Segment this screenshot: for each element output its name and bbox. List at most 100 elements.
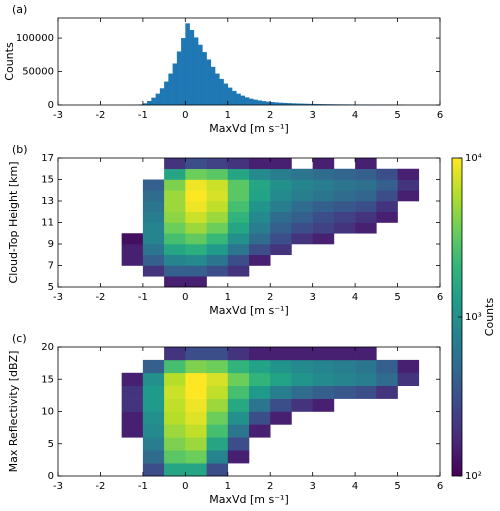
heatmap-cell <box>142 254 165 266</box>
heatmap-cell <box>397 168 420 180</box>
hist-bar <box>244 97 250 105</box>
heatmap-cell <box>291 359 313 374</box>
x-tick-label: 4 <box>352 292 358 303</box>
heatmap-cell <box>227 359 250 374</box>
heatmap-cell <box>333 385 356 399</box>
heatmap-cell <box>164 463 186 477</box>
y-tick-label: 7 <box>48 261 54 272</box>
hist-bar <box>299 103 305 105</box>
x-tick-label: 3 <box>309 292 315 303</box>
heatmap-cell <box>206 244 229 256</box>
heatmap-cell <box>206 201 229 213</box>
hist-bar <box>270 102 275 105</box>
heatmap-cell <box>142 424 165 438</box>
heatmap-cell <box>142 372 165 386</box>
heatmap-cell <box>270 385 292 399</box>
heatmap-cell <box>291 211 313 223</box>
heatmap-cell <box>291 372 313 386</box>
heatmap-cell <box>312 168 335 180</box>
heatmap-cell <box>312 179 335 191</box>
heatmap-cell <box>206 372 229 386</box>
hist-bar <box>312 103 318 105</box>
x-tick-label: 3 <box>309 481 315 492</box>
heatmap-cell <box>164 372 186 386</box>
x-tick-label: 1 <box>225 292 231 303</box>
heatmap-cell <box>376 359 398 374</box>
heatmap-cell <box>206 385 229 399</box>
heatmap-cell <box>185 222 207 234</box>
x-axis-label: MaxVd [m s⁻¹] <box>209 493 289 506</box>
heatmap-cell <box>291 398 313 412</box>
heatmap-cell <box>227 450 250 464</box>
heatmap-cell <box>376 179 398 191</box>
y-tick-label: 50000 <box>22 67 54 78</box>
heatmap-cell <box>376 168 398 180</box>
hist-bar <box>236 93 241 105</box>
colorbar-label: Counts <box>483 298 496 337</box>
x-tick-label: -2 <box>95 292 105 303</box>
heatmap-cell <box>185 372 207 386</box>
hist-bar <box>151 97 156 105</box>
heatmap-cell <box>185 168 207 180</box>
x-tick-label: -3 <box>53 110 63 121</box>
y-axis-label: Counts <box>3 42 16 81</box>
heatmap-cell <box>142 265 165 277</box>
hist-bar <box>159 88 165 105</box>
heatmap-cell <box>142 437 165 451</box>
y-tick-label: 0 <box>48 471 54 482</box>
heatmap-cell <box>121 244 144 256</box>
heatmap-cell <box>164 385 186 399</box>
colorbar-tick-label: 10² <box>465 471 482 482</box>
heatmap-cell <box>164 276 186 288</box>
hist-bar <box>210 66 216 105</box>
x-tick-label: 0 <box>182 292 188 303</box>
heatmap-cell <box>376 201 398 213</box>
heatmap-cell <box>312 398 335 412</box>
x-tick-label: -3 <box>53 292 63 303</box>
heatmap-cell <box>312 222 335 234</box>
heatmap-cell <box>376 190 398 202</box>
heatmap-cell <box>164 168 186 180</box>
heatmap-cell <box>355 158 377 170</box>
heatmap-cell <box>291 385 313 399</box>
hist-bar <box>253 99 258 105</box>
heatmap-cell <box>333 201 356 213</box>
hist-bar <box>181 38 186 106</box>
heatmap-cell <box>206 254 229 266</box>
heatmap-cell <box>164 201 186 213</box>
panel-label: (c) <box>12 332 27 345</box>
heatmap-cell <box>270 347 292 361</box>
heatmap-cell <box>185 437 207 451</box>
heatmap-cell <box>142 463 165 477</box>
heatmap-cell <box>206 424 229 438</box>
hist-bar <box>193 37 199 105</box>
hist-bar <box>249 98 254 105</box>
heatmap-cell <box>249 222 271 234</box>
heatmap-cell <box>249 201 271 213</box>
heatmap-cell <box>206 450 229 464</box>
hist-bar <box>321 104 326 105</box>
heatmap-cell <box>206 190 229 202</box>
hist-bar <box>219 78 224 105</box>
heatmap-cell <box>206 411 229 425</box>
heatmap-cell <box>142 244 165 256</box>
heatmap-cell <box>333 372 356 386</box>
hist-bar <box>232 90 237 105</box>
heatmap-cell <box>227 168 250 180</box>
heatmap-cell <box>227 424 250 438</box>
heatmap-cell <box>185 385 207 399</box>
heatmap-cell <box>270 179 292 191</box>
hist-bar <box>198 44 203 105</box>
x-tick-label: 5 <box>394 110 400 121</box>
heatmap-cell <box>206 168 229 180</box>
y-tick-label: 17 <box>41 153 54 164</box>
heatmap-cell <box>312 201 335 213</box>
x-tick-label: -2 <box>95 110 105 121</box>
heatmap-cell <box>206 463 229 477</box>
y-axis-label: Cloud-Top Height [km] <box>7 162 20 284</box>
heatmap-cell <box>185 244 207 256</box>
heatmap-cell <box>121 411 144 425</box>
heatmap-cell <box>185 158 207 170</box>
heatmap-cell <box>312 233 335 245</box>
heatmap-cell <box>333 222 356 234</box>
